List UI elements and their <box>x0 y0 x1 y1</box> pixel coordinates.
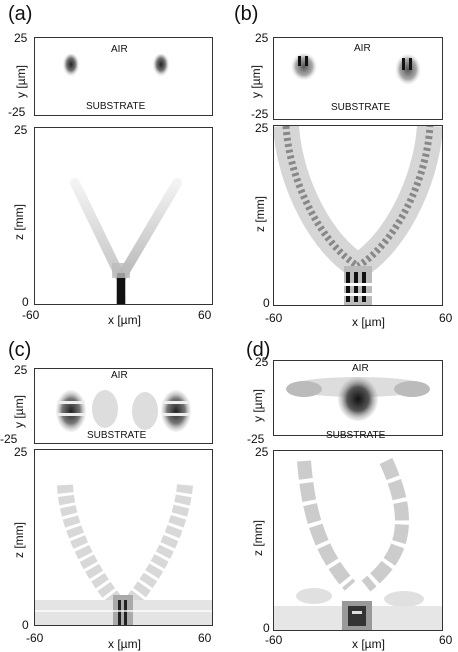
mode-spot-right <box>161 390 191 432</box>
panel-label: (d) <box>246 339 271 361</box>
cross-section-plot <box>34 37 213 116</box>
y-axis-label: y [µm] <box>251 389 265 422</box>
panel-a: (a) 25 -25 y [µm] AIR SUBSTRATE 25 0 z [… <box>0 0 229 326</box>
beam-left <box>57 484 129 616</box>
x-tick-min: -60 <box>265 633 283 647</box>
input-beam <box>117 273 125 304</box>
y-tick-max: 25 <box>255 355 269 369</box>
panel-label: (b) <box>234 3 259 25</box>
substrate-label: SUBSTRATE <box>86 101 146 112</box>
y-tick-min: -25 <box>8 105 26 119</box>
y-tick-min: -25 <box>247 432 265 446</box>
panel-c: (c) 25 -25 y [µm] AIR SUBSTRATE 25 0 z [… <box>0 326 229 652</box>
cross-section-field <box>286 377 430 421</box>
beam-right <box>119 484 193 616</box>
z-tick-min: 0 <box>263 621 270 635</box>
mode-spot-left <box>290 53 318 83</box>
z-tick-max: 25 <box>255 121 269 135</box>
panel-label: (a) <box>8 3 33 25</box>
x-tick-max: 60 <box>439 311 453 325</box>
x-axis-label: x [µm] <box>108 637 141 651</box>
air-label: AIR <box>354 43 371 54</box>
propagation-field <box>274 126 442 305</box>
z-tick-min: 0 <box>263 296 270 310</box>
mode-spot-left <box>56 390 86 432</box>
propagation-field <box>70 178 182 304</box>
beam-right <box>361 458 410 592</box>
z-axis-label: z [mm] <box>251 520 265 556</box>
cross-section-plot <box>34 368 213 444</box>
y-tick-min: -25 <box>0 432 18 446</box>
x-axis-label: x [µm] <box>352 637 385 651</box>
y-axis-label: y [µm] <box>12 395 26 428</box>
y-axis-label: y [µm] <box>14 65 28 98</box>
z-tick-max: 25 <box>255 445 269 459</box>
y-tick-max: 25 <box>14 363 28 377</box>
panel-b: (b) 25 -25 y [µm] AIR SUBSTRATE 25 0 z [… <box>229 0 458 329</box>
z-tick-min: 0 <box>22 295 29 309</box>
propagation-plot <box>273 450 443 631</box>
x-tick-max: 60 <box>198 308 212 322</box>
air-label: AIR <box>352 363 369 374</box>
panel-d: (d) 25 -25 y [µm] AIR SUBSTRATE 25 0 z [… <box>229 326 458 652</box>
x-tick-min: -60 <box>26 631 44 645</box>
substrate-label: SUBSTRATE <box>331 102 391 113</box>
substrate-label: SUBSTRATE <box>87 430 147 441</box>
y-tick-max: 25 <box>14 31 28 45</box>
z-tick-max: 25 <box>14 123 28 137</box>
x-tick-min: -60 <box>22 308 40 322</box>
propagation-field <box>35 484 212 625</box>
z-axis-label: z [mm] <box>12 204 26 240</box>
beam-right <box>116 178 182 283</box>
air-label: AIR <box>111 370 128 381</box>
propagation-plot <box>273 125 443 306</box>
beam-left <box>297 460 356 591</box>
cross-section-field <box>290 53 422 88</box>
z-tick-min: 0 <box>22 618 29 632</box>
propagation-plot <box>34 449 213 626</box>
cross-section-field <box>56 390 191 432</box>
air-label: AIR <box>111 44 128 55</box>
beam-envelope <box>274 126 442 282</box>
z-tick-max: 25 <box>14 445 28 459</box>
x-tick-max: 60 <box>198 631 212 645</box>
mode-spot-center <box>338 377 378 421</box>
x-tick-max: 60 <box>439 633 453 647</box>
z-axis-label: z [mm] <box>253 196 267 232</box>
y-tick-max: 25 <box>255 31 269 45</box>
panel-label: (c) <box>8 339 32 361</box>
z-axis-label: z [mm] <box>12 522 26 558</box>
x-axis-label: x [µm] <box>352 315 385 329</box>
cross-section-plot <box>273 37 443 120</box>
x-axis-label: x [µm] <box>108 313 141 327</box>
beam-left <box>70 178 126 304</box>
mode-spot-right <box>394 54 422 88</box>
mode-spot-left <box>62 54 80 80</box>
propagation-plot <box>34 127 213 305</box>
cross-section-plot <box>273 360 443 436</box>
y-axis-label: y [µm] <box>249 65 263 98</box>
propagation-field <box>274 458 442 630</box>
substrate-label: SUBSTRATE <box>326 430 386 441</box>
x-tick-min: -60 <box>265 311 283 325</box>
mode-spot-right <box>152 54 170 80</box>
cross-section-field <box>62 54 170 80</box>
y-tick-min: -25 <box>251 107 269 121</box>
